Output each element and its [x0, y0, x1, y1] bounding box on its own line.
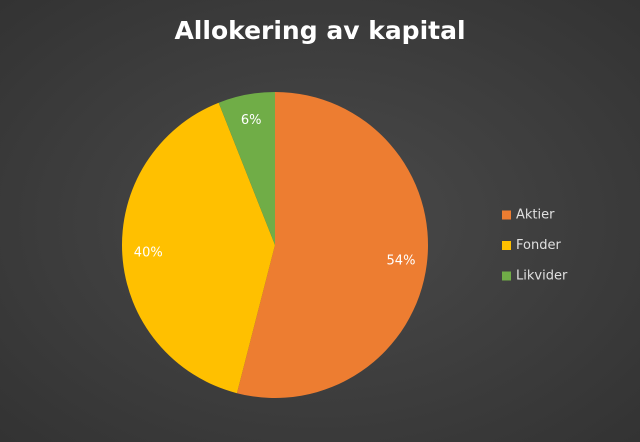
pie-slice — [218, 92, 275, 245]
pie-slice — [236, 92, 428, 398]
data-label: 40% — [134, 245, 163, 260]
legend-swatch — [502, 241, 511, 250]
data-label: 54% — [387, 253, 416, 268]
legend-label: Likvider — [516, 269, 568, 284]
legend-swatch — [502, 271, 511, 281]
data-label: 6% — [241, 113, 262, 128]
legend-label: Fonder — [516, 238, 561, 253]
legend-label: Aktier — [516, 208, 555, 223]
pie-slice — [121, 102, 276, 394]
legend-swatch — [502, 210, 511, 220]
chart-title: Allokering av kapital — [174, 16, 465, 45]
